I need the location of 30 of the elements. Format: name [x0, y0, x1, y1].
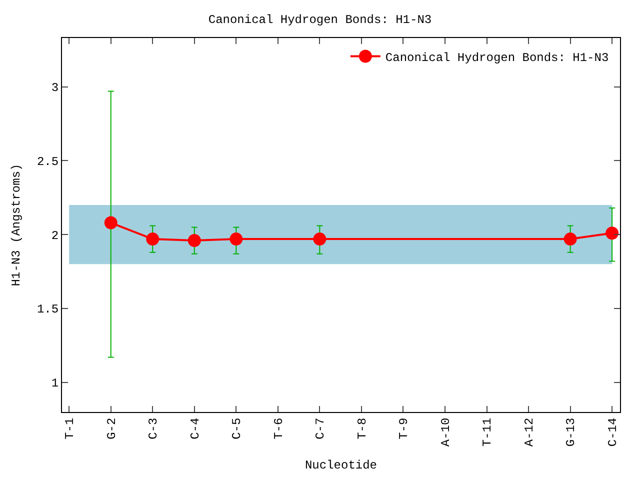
y-tick-label: 1 — [51, 376, 59, 391]
y-tick-label: 3 — [51, 80, 59, 95]
x-tick-label: C-3 — [146, 418, 161, 440]
x-tick-label: A-12 — [522, 418, 536, 447]
point — [313, 232, 326, 246]
x-tick-label: C-4 — [188, 418, 202, 440]
x-axis-title: Nucleotide — [304, 458, 378, 473]
point — [606, 226, 619, 240]
point — [188, 234, 201, 248]
x-tick-label: C-14 — [606, 418, 620, 447]
point — [104, 216, 118, 230]
y-tick-label: 1.5 — [36, 302, 59, 317]
x-tick-label: A-10 — [438, 418, 453, 447]
x-tick-label: T-1 — [63, 418, 77, 440]
x-tick-label: G-2 — [104, 418, 119, 440]
x-tick-label: C-5 — [230, 418, 244, 440]
x-tick-label: T-8 — [355, 418, 370, 440]
chart-title: Canonical Hydrogen Bonds: H1-N3 — [208, 12, 432, 27]
y-axis-title: H1-N3 (Angstroms) — [9, 164, 24, 286]
y-tick-label: 2 — [51, 228, 59, 243]
x-tick-label: G-13 — [564, 418, 578, 447]
x-tick-label: T-9 — [397, 418, 412, 440]
y-tick-label: 2.5 — [36, 154, 59, 169]
legend-label: Canonical Hydrogen Bonds: H1-N3 — [385, 50, 609, 65]
point — [564, 232, 577, 246]
x-tick-label: T-6 — [272, 418, 286, 440]
point — [230, 232, 243, 246]
x-tick-label: T-11 — [480, 418, 495, 447]
point — [146, 232, 160, 246]
x-tick-label: C-7 — [314, 418, 328, 440]
